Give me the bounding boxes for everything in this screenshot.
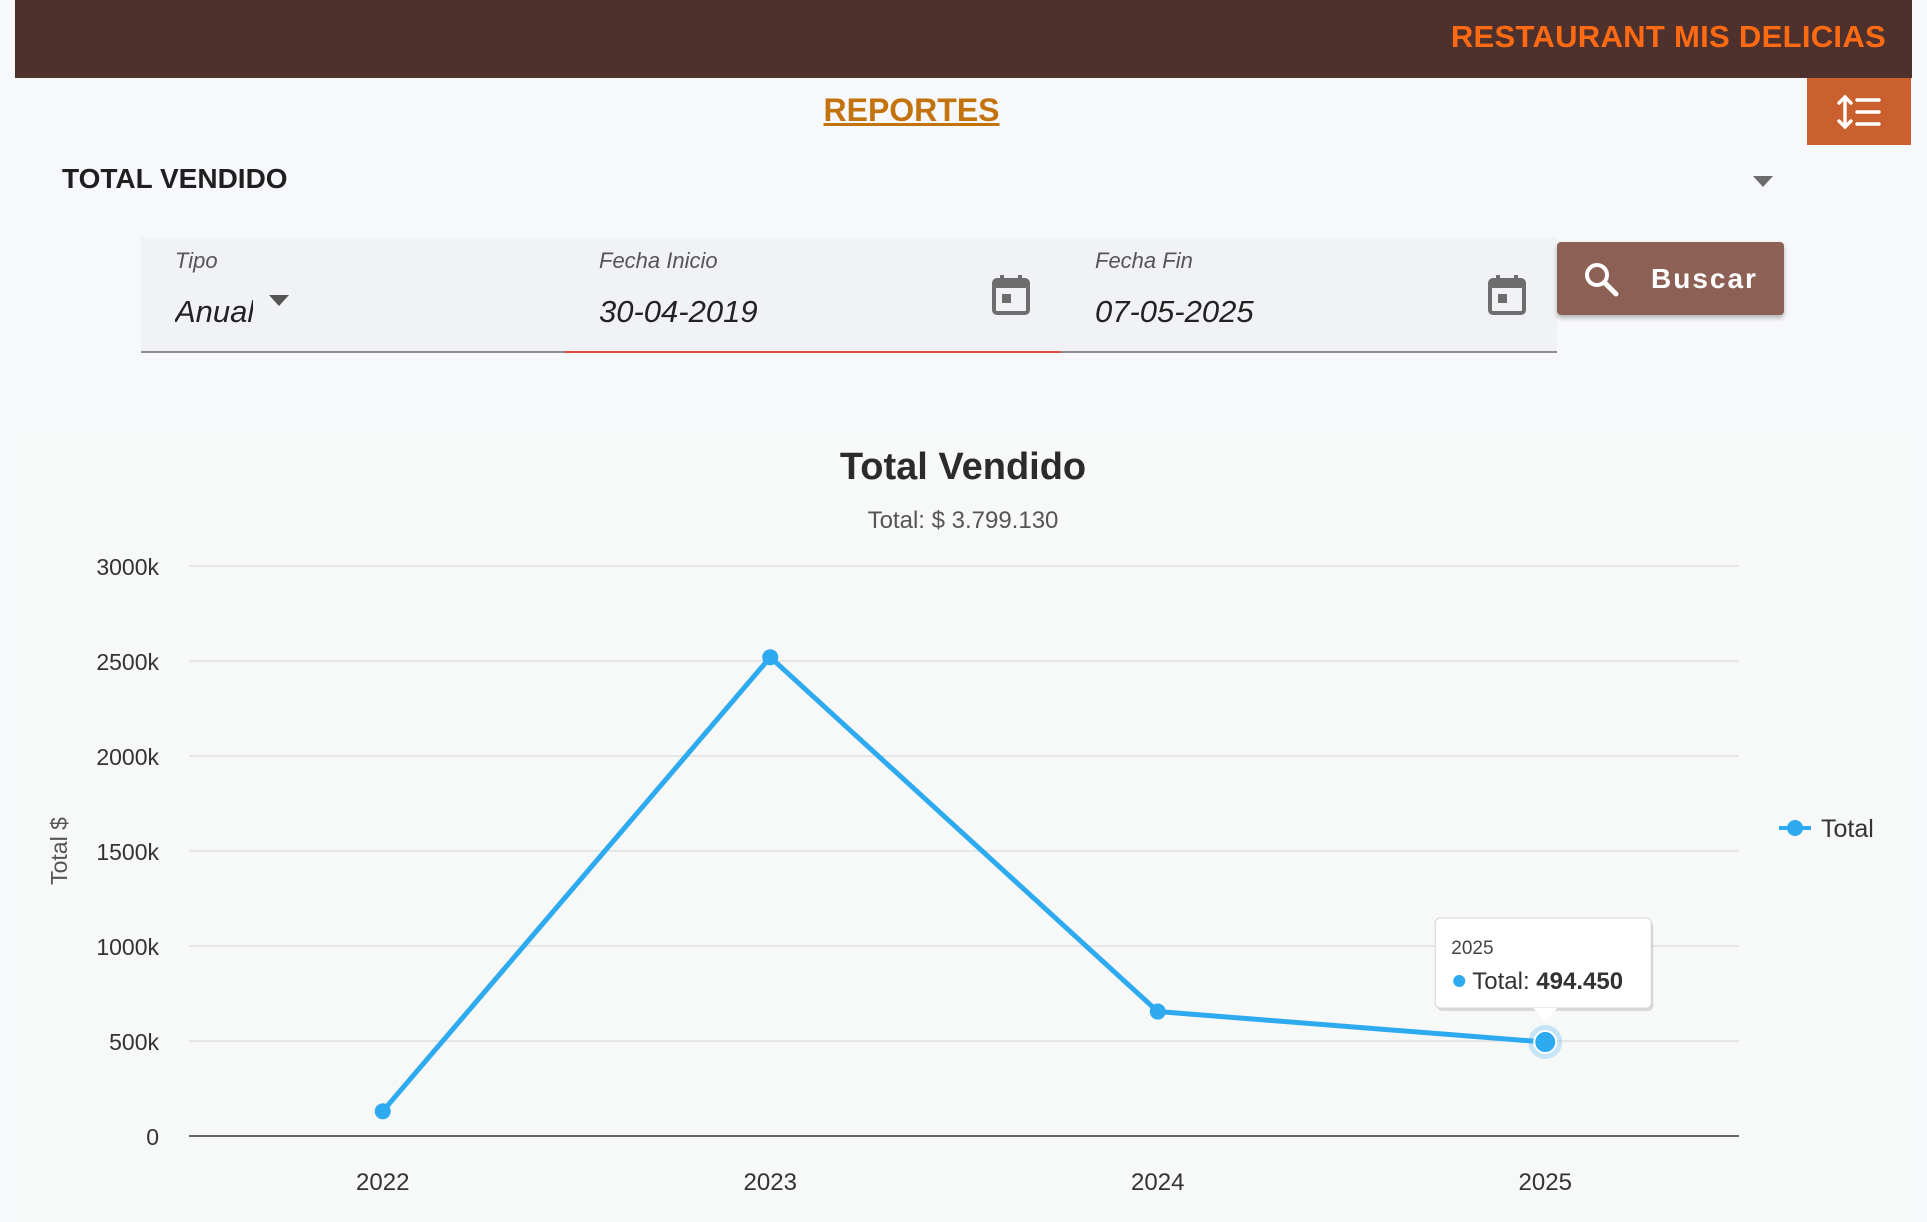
- dropdown-arrow-icon[interactable]: [269, 295, 289, 306]
- y-tick-label: 1000k: [96, 934, 159, 960]
- chart-title: Total Vendido: [840, 446, 1086, 488]
- data-point: [1533, 1030, 1558, 1055]
- tipo-select[interactable]: Tipo Anual: [141, 238, 565, 353]
- x-tick-label: 2024: [1131, 1169, 1184, 1196]
- chevron-down-icon[interactable]: [1753, 176, 1773, 187]
- fecha-inicio-field[interactable]: Fecha Inicio 30-04-2019: [565, 238, 1061, 353]
- series-line-total: [380, 654, 1548, 1114]
- x-tick-label: 2022: [356, 1169, 409, 1196]
- search-icon: [1583, 261, 1619, 297]
- y-tick-label: 1500k: [96, 839, 159, 865]
- y-tick-label: 0: [146, 1124, 159, 1150]
- calendar-icon[interactable]: [1487, 274, 1527, 316]
- y-tick-label: 500k: [109, 1029, 159, 1055]
- legend-marker: [1787, 820, 1803, 836]
- data-point: [374, 1103, 391, 1120]
- tooltip-series-name: Total:: [1472, 968, 1536, 995]
- search-button[interactable]: Buscar: [1557, 242, 1784, 315]
- top-bar: RESTAURANT MIS DELICIAS: [15, 0, 1912, 78]
- section-title: TOTAL VENDIDO: [62, 163, 288, 194]
- x-tick-label: 2023: [744, 1169, 797, 1196]
- fecha-fin-value: 07-05-2025: [1095, 294, 1254, 329]
- filter-bar: Tipo Anual Fecha Inicio 30-04-2019 Fecha…: [141, 238, 1557, 353]
- tooltip-marker: [1453, 975, 1466, 988]
- list-ordered-icon: [1837, 94, 1881, 129]
- line-chart: Total Vendido Total: $ 3.799.130 0 500k 1000…: [46, 446, 1874, 1196]
- menu-toggle-button[interactable]: [1807, 78, 1911, 145]
- page-title[interactable]: REPORTES: [823, 92, 1000, 128]
- y-axis-label: Total $: [46, 817, 72, 885]
- x-tick-label: 2025: [1519, 1169, 1572, 1196]
- tooltip-category: 2025: [1451, 938, 1493, 959]
- brand-name: RESTAURANT MIS DELICIAS: [1450, 19, 1886, 54]
- tooltip-value: 494.450: [1536, 968, 1623, 995]
- tipo-underline: [141, 351, 565, 353]
- fecha-inicio-underline: [565, 351, 1061, 353]
- data-point: [1149, 1003, 1166, 1020]
- fecha-inicio-value: 30-04-2019: [599, 294, 758, 329]
- fecha-fin-field[interactable]: Fecha Fin 07-05-2025: [1061, 238, 1557, 353]
- y-tick-label: 3000k: [96, 554, 159, 580]
- chart-card: Total Vendido Total: $ 3.799.130 0 500k 1000…: [15, 432, 1912, 1222]
- tipo-label: Tipo: [175, 248, 218, 273]
- data-point: [762, 649, 779, 666]
- fecha-fin-underline: [1061, 351, 1557, 353]
- calendar-icon[interactable]: [991, 274, 1031, 316]
- tooltip-text: Total: 494.450: [1472, 968, 1623, 995]
- legend-label: Total: [1821, 815, 1874, 843]
- tipo-value: Anual: [175, 294, 253, 329]
- chart-subtitle: Total: $ 3.799.130: [868, 507, 1059, 534]
- search-button-label: Buscar: [1651, 262, 1758, 294]
- y-tick-label: 2500k: [96, 649, 159, 675]
- fecha-inicio-label: Fecha Inicio: [599, 248, 718, 273]
- fecha-fin-label: Fecha Fin: [1095, 248, 1193, 273]
- tooltip-pointer: [1533, 1008, 1558, 1023]
- y-tick-label: 2000k: [96, 744, 159, 770]
